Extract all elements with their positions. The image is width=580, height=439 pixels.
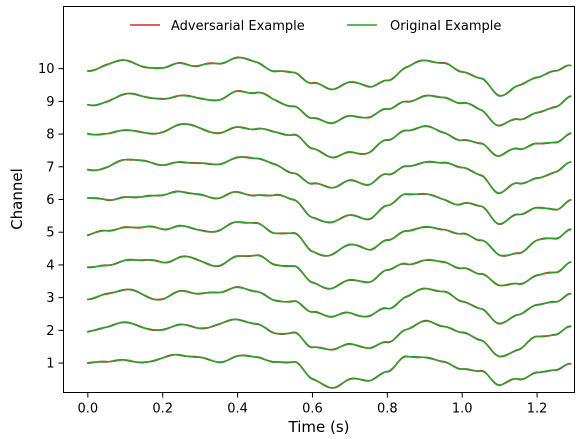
adversarial-line-channel-10 (87, 56, 572, 97)
y-tick-label: 3 (46, 291, 54, 306)
original-line-channel-2 (87, 318, 572, 358)
original-line-channel-3 (87, 286, 572, 325)
x-tick-label: 0.6 (302, 402, 323, 417)
original-line-channel-10 (87, 56, 572, 97)
y-tick-label: 1 (46, 357, 54, 372)
x-tick-label: 0.8 (377, 402, 398, 417)
adversarial-line-channel-5 (87, 221, 572, 257)
x-tick-label: 0.2 (152, 402, 173, 417)
y-tick-label: 4 (46, 258, 54, 273)
adversarial-line-channel-1 (87, 353, 572, 389)
adversarial-line-channel-3 (87, 286, 572, 325)
x-tick-label: 1.2 (527, 402, 548, 417)
plot-frame (63, 6, 575, 393)
x-axis-title: Time (s) (288, 418, 350, 436)
original-line-channel-9 (87, 90, 572, 127)
original-line-channel-7 (87, 156, 572, 194)
y-tick-label: 2 (46, 324, 54, 339)
adversarial-line-channel-4 (87, 254, 572, 290)
y-tick-label: 7 (46, 160, 54, 175)
original-line-channel-5 (87, 221, 572, 257)
legend-label-original: Original Example (390, 19, 501, 34)
legend: Adversarial Example Original Example (130, 19, 501, 34)
y-tick-label: 8 (46, 128, 54, 143)
x-tick-label: 0.0 (77, 402, 98, 417)
original-line-channel-4 (87, 254, 572, 290)
adversarial-line-channel-8 (87, 123, 572, 159)
y-axis-title: Channel (8, 168, 26, 230)
x-tick-label: 1.0 (452, 402, 473, 417)
original-line-channel-1 (87, 353, 572, 389)
adversarial-line-channel-6 (87, 190, 572, 226)
y-tick-label: 9 (46, 95, 54, 110)
x-axis-ticks: 0.0 0.2 0.4 0.6 0.8 1.0 1.2 (77, 392, 548, 417)
y-axis-ticks: 1 2 3 4 5 6 7 8 9 10 (38, 62, 64, 372)
legend-label-adversarial: Adversarial Example (171, 19, 305, 34)
adversarial-line-channel-2 (87, 318, 572, 358)
series-layer (87, 56, 572, 389)
original-line-channel-6 (87, 190, 572, 225)
x-tick-label: 0.4 (227, 402, 248, 417)
original-line-channel-8 (87, 123, 572, 159)
y-tick-label: 6 (46, 193, 54, 208)
y-tick-label: 10 (38, 62, 55, 77)
y-tick-label: 5 (46, 226, 54, 241)
